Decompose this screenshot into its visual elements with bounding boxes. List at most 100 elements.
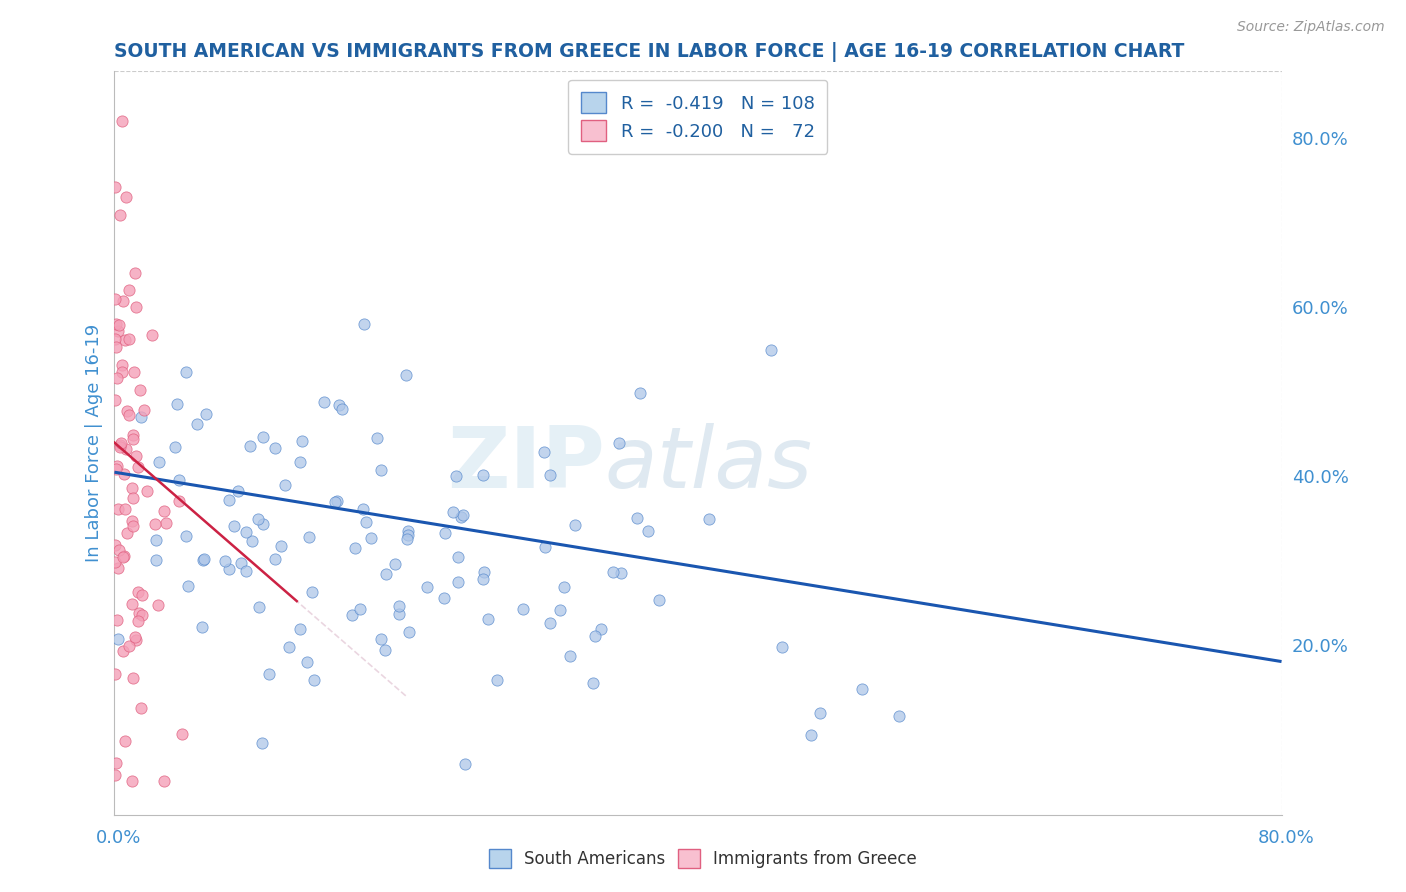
- Point: [474, 565, 496, 579]
- Point: [607, 436, 630, 450]
- Point: [270, 539, 292, 553]
- Point: [191, 552, 214, 566]
- Point: [533, 445, 555, 459]
- Point: [108, 542, 131, 557]
- Point: [127, 585, 149, 599]
- Point: [112, 549, 135, 564]
- Point: [118, 332, 141, 346]
- Point: [582, 675, 605, 690]
- Point: [105, 371, 128, 385]
- Point: [115, 190, 138, 204]
- Text: 80.0%: 80.0%: [1258, 829, 1315, 847]
- Y-axis label: In Labor Force | Age 16-19: In Labor Force | Age 16-19: [86, 324, 103, 562]
- Point: [186, 417, 208, 431]
- Point: [107, 324, 129, 338]
- Point: [108, 208, 131, 222]
- Point: [433, 526, 456, 541]
- Point: [354, 515, 377, 529]
- Point: [131, 410, 153, 425]
- Text: SOUTH AMERICAN VS IMMIGRANTS FROM GREECE IN LABOR FORCE | AGE 16-19 CORRELATION : SOUTH AMERICAN VS IMMIGRANTS FROM GREECE…: [114, 42, 1185, 62]
- Point: [264, 552, 287, 566]
- Point: [114, 733, 136, 747]
- Point: [111, 114, 134, 128]
- Point: [239, 439, 262, 453]
- Point: [548, 603, 571, 617]
- Point: [177, 579, 200, 593]
- Point: [697, 511, 720, 525]
- Point: [114, 333, 136, 347]
- Point: [610, 566, 633, 580]
- Point: [152, 773, 174, 788]
- Point: [121, 481, 143, 495]
- Point: [759, 343, 782, 357]
- Point: [122, 491, 145, 505]
- Point: [314, 395, 336, 409]
- Point: [176, 529, 198, 543]
- Point: [441, 505, 464, 519]
- Point: [247, 512, 270, 526]
- Point: [344, 541, 367, 556]
- Point: [328, 398, 350, 412]
- Point: [121, 598, 143, 612]
- Point: [104, 318, 127, 332]
- Text: Source: ZipAtlas.com: Source: ZipAtlas.com: [1237, 20, 1385, 34]
- Point: [129, 700, 152, 714]
- Point: [218, 562, 240, 576]
- Point: [340, 607, 363, 622]
- Point: [104, 332, 127, 346]
- Point: [132, 403, 155, 417]
- Text: ZIP: ZIP: [447, 424, 605, 507]
- Point: [193, 552, 215, 566]
- Point: [104, 293, 127, 307]
- Point: [124, 630, 146, 644]
- Point: [108, 318, 131, 332]
- Point: [301, 584, 323, 599]
- Point: [172, 727, 194, 741]
- Point: [129, 383, 152, 397]
- Point: [370, 463, 392, 477]
- Point: [105, 459, 128, 474]
- Point: [155, 516, 177, 530]
- Point: [512, 602, 534, 616]
- Point: [125, 632, 148, 647]
- Point: [122, 365, 145, 379]
- Point: [122, 671, 145, 685]
- Point: [104, 461, 127, 475]
- Point: [115, 525, 138, 540]
- Point: [104, 768, 127, 782]
- Point: [388, 599, 411, 613]
- Point: [851, 681, 873, 696]
- Point: [252, 430, 274, 444]
- Point: [553, 580, 575, 594]
- Point: [105, 613, 128, 627]
- Point: [264, 441, 287, 455]
- Point: [165, 440, 187, 454]
- Point: [433, 591, 456, 605]
- Point: [277, 640, 299, 654]
- Point: [538, 615, 561, 630]
- Point: [167, 494, 190, 508]
- Point: [451, 508, 474, 522]
- Point: [115, 442, 138, 456]
- Point: [224, 519, 246, 533]
- Legend: R =  -0.419   N = 108, R =  -0.200   N =   72: R = -0.419 N = 108, R = -0.200 N = 72: [568, 79, 828, 154]
- Legend: South Americans, Immigrants from Greece: South Americans, Immigrants from Greece: [482, 843, 924, 875]
- Point: [589, 622, 612, 636]
- Point: [247, 600, 270, 615]
- Point: [111, 358, 134, 372]
- Point: [103, 179, 125, 194]
- Point: [110, 438, 132, 452]
- Point: [538, 468, 561, 483]
- Point: [104, 538, 127, 552]
- Point: [115, 403, 138, 417]
- Point: [396, 528, 419, 542]
- Point: [887, 709, 910, 723]
- Point: [398, 624, 420, 639]
- Point: [288, 455, 311, 469]
- Point: [252, 516, 274, 531]
- Point: [558, 649, 581, 664]
- Point: [110, 435, 132, 450]
- Point: [304, 673, 326, 688]
- Point: [349, 602, 371, 616]
- Point: [384, 557, 406, 571]
